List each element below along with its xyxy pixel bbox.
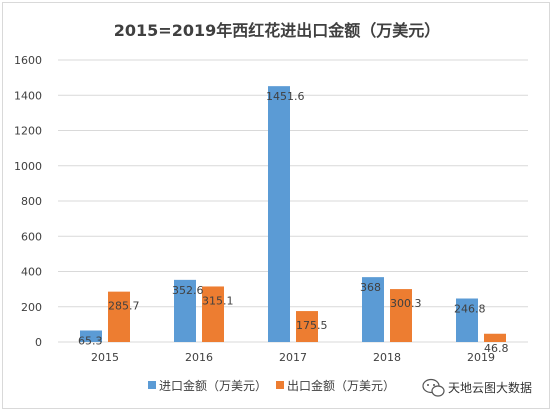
y-tick-label: 1000 <box>14 160 42 173</box>
bar-2018-0 <box>362 277 384 342</box>
bar-2019-0 <box>456 298 478 342</box>
watermark: 天地云图大数据 <box>422 378 532 397</box>
bar-2019-1 <box>484 333 506 342</box>
y-tick-label: 1400 <box>14 89 42 102</box>
data-label: 300.3 <box>390 297 422 310</box>
data-label: 65.3 <box>78 334 103 347</box>
x-axis-ticks: 2015 2016 2017 2018 2019 <box>91 351 495 364</box>
bar-2017-1 <box>296 311 318 342</box>
y-axis-ticks: 0 200 400 600 800 1000 1200 1400 1600 <box>14 54 42 349</box>
watermark-text: 天地云图大数据 <box>448 380 532 395</box>
data-label: 368 <box>360 281 381 294</box>
data-label: 246.8 <box>454 303 486 316</box>
bar-2015-0 <box>80 330 102 342</box>
data-label: 46.8 <box>484 342 509 355</box>
wechat-icon <box>422 378 445 397</box>
legend-entry: 进口金额（万美元） <box>159 378 267 393</box>
x-tick-label: 2015 <box>91 351 119 364</box>
legend: 进口金额（万美元） 出口金额（万美元） <box>148 378 395 393</box>
y-tick-label: 1200 <box>14 125 42 138</box>
bar-2016-0 <box>174 279 196 342</box>
grid-lines <box>58 59 528 343</box>
data-label: 315.1 <box>202 294 234 307</box>
data-label: 1451.6 <box>266 90 305 103</box>
bar-2016-1 <box>202 286 224 342</box>
x-tick-label: 2018 <box>373 351 401 364</box>
bars <box>80 86 506 342</box>
legend-entry: 出口金额（万美元） <box>287 378 395 393</box>
bar-2017-0 <box>268 86 290 342</box>
x-tick-label: 2017 <box>279 351 307 364</box>
bar-2018-1 <box>390 289 412 342</box>
y-tick-label: 200 <box>21 301 42 314</box>
y-tick-label: 600 <box>21 230 42 243</box>
data-label: 352.6 <box>172 284 204 297</box>
data-label: 175.5 <box>296 319 328 332</box>
legend-swatch <box>276 381 284 389</box>
x-tick-label: 2016 <box>185 351 213 364</box>
y-tick-label: 0 <box>35 336 42 349</box>
bar-2015-1 <box>108 291 130 342</box>
y-tick-label: 800 <box>21 195 42 208</box>
y-tick-label: 400 <box>21 266 42 279</box>
y-tick-label: 1600 <box>14 54 42 67</box>
legend-swatch <box>148 381 156 389</box>
x-tick-label: 2019 <box>467 351 495 364</box>
data-label: 285.7 <box>108 300 140 313</box>
chart-title: 2015=2019年西红花进出口金额（万美元） <box>114 21 440 40</box>
